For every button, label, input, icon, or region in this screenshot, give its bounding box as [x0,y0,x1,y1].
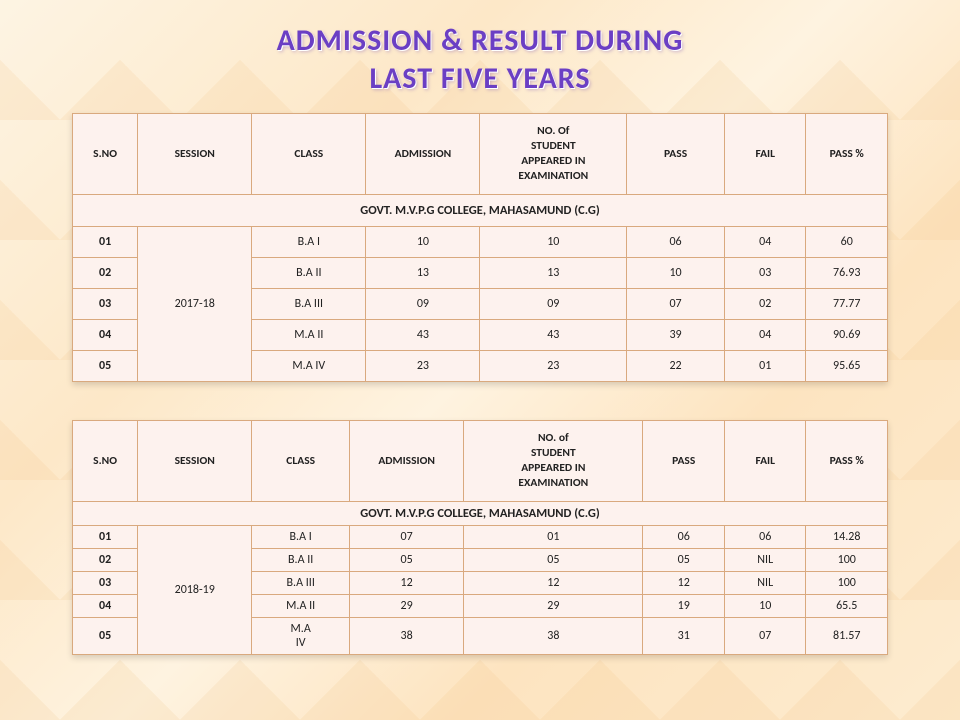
col-class: CLASS [252,114,366,195]
col-passpct: PASS % [806,114,888,195]
col-appeared: NO. of STUDENT APPEARED IN EXAMINATION [464,420,643,501]
col-sno: S.NO [73,420,138,501]
table-header: S.NO SESSION CLASS ADMISSION NO. of STUD… [73,420,888,501]
session-cell: 2018-19 [138,525,252,654]
title-line-1: ADMISSION & RESULT DURING [277,22,684,59]
results-table-2018-19: GOVT. M.V.P.G COLLEGE, MAHASAMUND (C.G) … [72,420,888,655]
college-name: GOVT. M.V.P.G COLLEGE, MAHASAMUND (C.G) [73,501,888,525]
table-body: 01 2018-19 B.A I 07 01 06 06 14.28 02 B.… [73,525,888,654]
col-admission: ADMISSION [350,420,464,501]
title-line-2: LAST FIVE YEARS [369,60,590,97]
col-sno: S.NO [73,114,138,195]
class-cell-wrap: M.AIV [252,617,350,654]
tables-container: GOVT. M.V.P.G COLLEGE, MAHASAMUND (C.G) … [0,97,960,655]
table-row: 01 2017-18 B.A I 10 10 06 04 60 [73,226,888,257]
table-header: S.NO SESSION CLASS ADMISSION NO. Of STUD… [73,114,888,195]
col-fail: FAIL [724,114,806,195]
col-session: SESSION [138,420,252,501]
col-passpct: PASS % [806,420,888,501]
college-name: GOVT. M.V.P.G COLLEGE, MAHASAMUND (C.G) [73,194,888,226]
col-pass: PASS [643,420,725,501]
table-row: 01 2018-19 B.A I 07 01 06 06 14.28 [73,525,888,548]
col-fail: FAIL [724,420,806,501]
col-admission: ADMISSION [366,114,480,195]
session-cell: 2017-18 [138,226,252,381]
col-appeared: NO. Of STUDENT APPEARED IN EXAMINATION [480,114,627,195]
results-table-2017-18: GOVT. M.V.P.G COLLEGE, MAHASAMUND (C.G) … [72,113,888,382]
table-body: 01 2017-18 B.A I 10 10 06 04 60 02 B.A I… [73,226,888,381]
col-class: CLASS [252,420,350,501]
col-session: SESSION [138,114,252,195]
col-pass: PASS [627,114,725,195]
page-title: ADMISSION & RESULT DURING LAST FIVE YEAR… [0,0,960,97]
